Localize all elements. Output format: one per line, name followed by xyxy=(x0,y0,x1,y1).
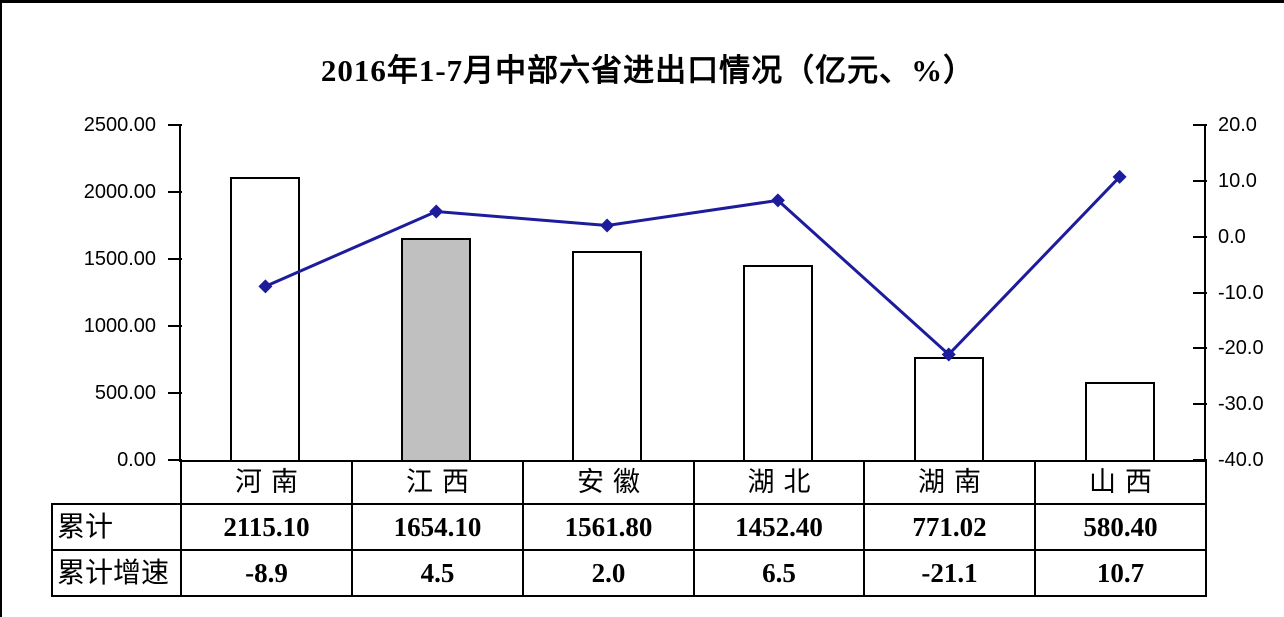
bar-安徽 xyxy=(572,250,643,462)
growth-line-svg xyxy=(258,169,1127,362)
right-axis-tick-label: -30.0 xyxy=(1218,393,1264,416)
right-axis-tick xyxy=(1193,403,1207,406)
category-header-cell: 山西 xyxy=(1034,460,1207,505)
left-axis-tick-label: 500.00 xyxy=(94,382,156,404)
left-axis-tick xyxy=(168,258,182,260)
left-axis-tick-label: 1500.00 xyxy=(83,248,156,270)
right-axis-line xyxy=(1204,125,1206,462)
left-axis-tick-label: 0.00 xyxy=(117,449,156,471)
right-axis-tick-label: -20.0 xyxy=(1218,337,1264,360)
table-value-cell: 4.5 xyxy=(351,549,524,597)
table-value-cell: 1452.40 xyxy=(693,503,865,551)
left-axis-tick xyxy=(168,392,182,394)
category-header-cell: 湖南 xyxy=(863,460,1036,505)
right-axis-tick-label: 10.0 xyxy=(1218,169,1257,192)
table-value-cell: 2115.10 xyxy=(180,503,353,551)
growth-line xyxy=(264,175,1121,357)
line-marker-河南 xyxy=(258,279,273,294)
bar-湖北 xyxy=(742,265,813,462)
line-marker-安徽 xyxy=(600,218,615,233)
left-axis-tick-label: 2000.00 xyxy=(83,181,156,203)
left-axis-tick xyxy=(168,124,182,126)
table-value-cell: 1561.80 xyxy=(522,503,695,551)
right-axis-tick-label: 0.0 xyxy=(1218,225,1246,248)
left-axis-tick-label: 1000.00 xyxy=(83,315,156,337)
category-header-cell: 湖北 xyxy=(693,460,865,505)
table-value-cell: -8.9 xyxy=(180,549,353,597)
left-axis-tick xyxy=(168,325,182,327)
right-axis-tick-label: 20.0 xyxy=(1218,114,1257,136)
row-header-cell: 累计 xyxy=(51,503,182,551)
line-marker-湖北 xyxy=(770,193,785,208)
left-axis-tick xyxy=(168,191,182,193)
chart-title: 2016年1-7月中部六省进出口情况（亿元、%） xyxy=(320,53,976,88)
category-header-cell: 江西 xyxy=(351,460,524,505)
left-axis-line xyxy=(179,125,181,462)
right-axis-tick xyxy=(1193,235,1207,238)
right-axis-tick-label: -10.0 xyxy=(1218,281,1264,304)
table-value-cell: 2.0 xyxy=(522,549,695,597)
line-marker-山西 xyxy=(1112,169,1127,184)
table-value-cell: 10.7 xyxy=(1034,549,1207,597)
table-value-cell: 580.40 xyxy=(1034,503,1207,551)
line-marker-湖南 xyxy=(941,347,956,362)
table-value-cell: -21.1 xyxy=(863,549,1036,597)
bar-江西 xyxy=(401,238,472,462)
right-axis-tick xyxy=(1193,179,1207,182)
left-axis-tick-label: 2500.00 xyxy=(83,114,156,136)
table-value-cell: 771.02 xyxy=(863,503,1036,551)
right-axis-tick xyxy=(1193,347,1207,350)
right-axis-tick-label: -40.0 xyxy=(1218,449,1264,471)
right-axis-tick xyxy=(1193,124,1207,126)
left-axis-tick xyxy=(168,459,182,461)
category-header-cell: 河南 xyxy=(180,460,353,505)
category-header-cell: 安徽 xyxy=(522,460,695,505)
right-axis-tick xyxy=(1193,291,1207,294)
row-header-cell: 累计增速 xyxy=(51,549,182,597)
table-value-cell: 6.5 xyxy=(693,549,865,597)
bar-湖南 xyxy=(913,356,984,462)
table-value-cell: 1654.10 xyxy=(351,503,524,551)
line-marker-江西 xyxy=(429,204,444,219)
